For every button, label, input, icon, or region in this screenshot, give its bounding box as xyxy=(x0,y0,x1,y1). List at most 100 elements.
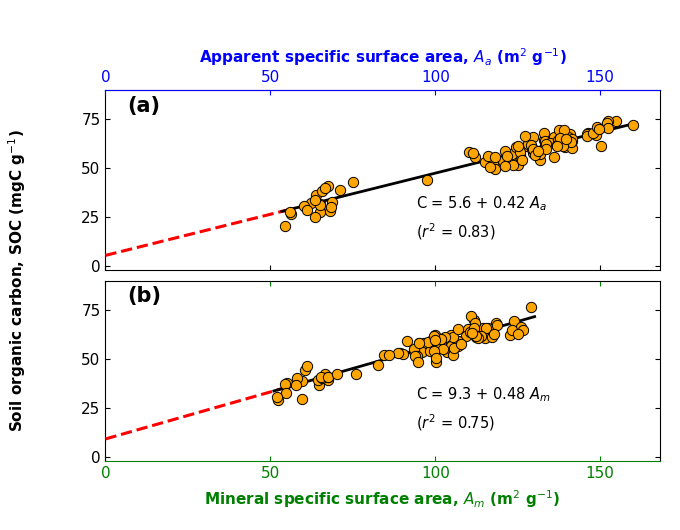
X-axis label: Mineral specific surface area, $A_m$ (m$^2$ g$^{-1}$): Mineral specific surface area, $A_m$ (m$… xyxy=(204,488,561,510)
Point xyxy=(384,351,395,359)
Point xyxy=(548,153,559,162)
Point xyxy=(445,335,456,344)
Point xyxy=(488,158,498,166)
Point xyxy=(453,337,464,345)
Point xyxy=(422,176,432,184)
Point xyxy=(322,182,333,190)
Point xyxy=(302,361,313,370)
Point xyxy=(445,344,456,352)
Point xyxy=(455,340,466,348)
Point xyxy=(490,161,500,170)
Point xyxy=(417,348,428,356)
Point xyxy=(489,153,500,162)
Point xyxy=(479,157,490,166)
Point xyxy=(445,331,456,339)
Point xyxy=(408,347,419,355)
Point xyxy=(463,148,474,156)
Point xyxy=(545,139,556,147)
Point xyxy=(588,129,598,137)
Point xyxy=(351,369,362,378)
Point xyxy=(471,332,481,340)
Point xyxy=(449,344,460,352)
Point xyxy=(373,361,384,369)
Point xyxy=(465,311,476,320)
Point xyxy=(522,142,532,150)
Point xyxy=(282,379,292,387)
Point xyxy=(311,191,322,200)
Point xyxy=(465,329,476,338)
Point xyxy=(335,186,345,194)
Point xyxy=(395,349,406,357)
Point xyxy=(518,325,529,334)
Point xyxy=(528,149,539,157)
Point xyxy=(280,389,291,398)
Point xyxy=(322,372,333,381)
Point xyxy=(429,336,440,344)
Point xyxy=(320,370,330,378)
Point xyxy=(628,121,639,129)
Point xyxy=(519,131,530,140)
Point xyxy=(554,126,564,134)
Point xyxy=(603,117,614,126)
Point xyxy=(481,324,492,332)
Point xyxy=(435,335,446,343)
Point xyxy=(469,319,480,328)
Point xyxy=(296,394,307,403)
Point xyxy=(558,126,569,134)
Point xyxy=(500,162,511,171)
Point xyxy=(379,350,390,359)
Point xyxy=(286,209,296,218)
Point xyxy=(602,123,613,132)
Point xyxy=(526,303,537,311)
Point xyxy=(513,142,524,151)
Point xyxy=(314,200,325,209)
Point xyxy=(462,325,473,333)
Point xyxy=(472,333,483,342)
Point xyxy=(279,380,290,388)
Point xyxy=(348,178,359,187)
Point xyxy=(480,334,491,342)
Point xyxy=(313,381,324,389)
Point xyxy=(501,152,512,160)
Point xyxy=(561,135,572,143)
Point xyxy=(325,203,336,211)
Point xyxy=(292,374,303,382)
Point xyxy=(596,142,607,150)
Point xyxy=(582,132,593,140)
Point xyxy=(506,149,517,158)
Point xyxy=(561,136,572,145)
Point xyxy=(317,187,328,196)
Point xyxy=(322,375,333,384)
Point xyxy=(567,136,578,145)
Point xyxy=(515,153,526,161)
Point xyxy=(507,325,517,334)
Point xyxy=(428,332,439,341)
Point xyxy=(452,342,463,350)
Text: C = 9.3 + 0.48 $A_m$: C = 9.3 + 0.48 $A_m$ xyxy=(415,385,551,404)
Point xyxy=(566,144,577,152)
Point xyxy=(413,339,424,347)
Point xyxy=(402,337,413,345)
Point xyxy=(483,323,494,332)
Point xyxy=(305,199,316,207)
Point xyxy=(497,157,508,165)
Point xyxy=(296,377,307,385)
Point xyxy=(447,333,458,341)
Point xyxy=(562,133,573,142)
Point xyxy=(464,328,475,337)
Point xyxy=(466,328,477,337)
Point xyxy=(560,143,571,151)
Text: (b): (b) xyxy=(128,286,162,306)
Point xyxy=(272,393,283,401)
Text: C = 5.6 + 0.42 $A_a$: C = 5.6 + 0.42 $A_a$ xyxy=(415,195,547,213)
Point xyxy=(320,184,330,193)
Point xyxy=(471,333,481,341)
Point xyxy=(279,222,290,231)
Point xyxy=(411,352,422,360)
Point xyxy=(447,339,458,347)
Point xyxy=(393,349,404,358)
Point xyxy=(539,142,550,151)
Point xyxy=(409,344,420,353)
Point xyxy=(302,206,313,214)
Point xyxy=(299,202,309,210)
